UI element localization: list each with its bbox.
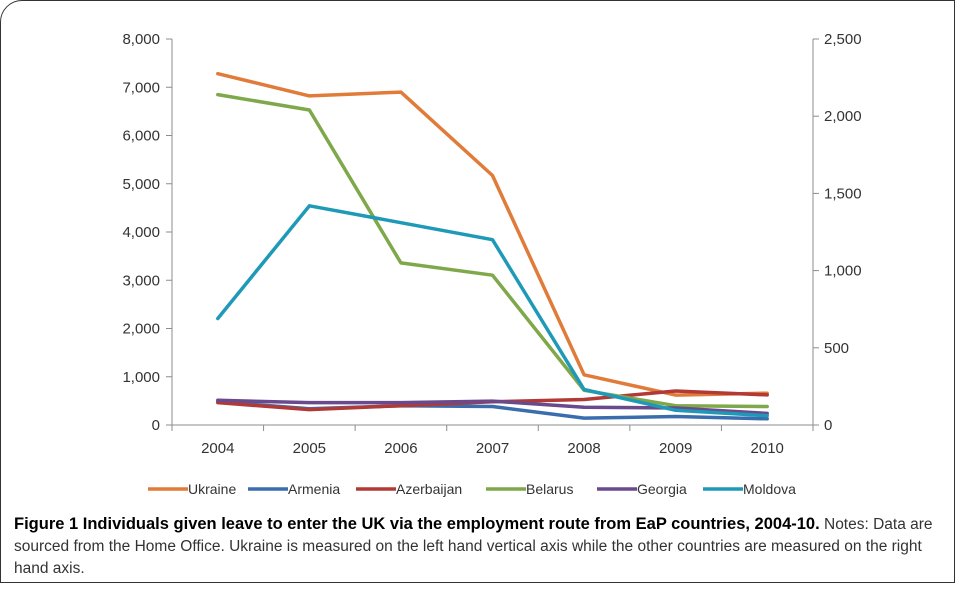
legend-label-ukraine: Ukraine	[188, 481, 236, 497]
x-tick-label: 2004	[201, 440, 234, 457]
legend-label-georgia: Georgia	[637, 481, 687, 497]
chart-series	[216, 71, 769, 421]
legend-label-armenia: Armenia	[288, 481, 340, 497]
left-tick-label: 1,000	[122, 369, 160, 386]
right-tick-label: 1,500	[824, 185, 862, 202]
x-tick-label: 2008	[567, 440, 600, 457]
caption-notes: Notes: Data are sourced from the Home Of…	[14, 516, 933, 577]
caption-title: Figure 1 Individuals given leave to ente…	[14, 515, 820, 533]
right-tick-label: 1,000	[824, 263, 862, 280]
series-line-ukraine	[216, 71, 769, 397]
legend-label-belarus: Belarus	[526, 481, 573, 497]
left-tick-label: 6,000	[122, 128, 160, 145]
left-tick-label: 2,000	[122, 321, 160, 338]
legend-label-azerbaijan: Azerbaijan	[396, 481, 462, 497]
left-tick-label: 7,000	[122, 79, 160, 96]
chart-legend: Ukraine Armenia Azerbaijan Belarus Georgia Mo…	[148, 481, 796, 497]
line-chart: 0 1,000 2,000 3,000 4,000 5,000 6,000 7,000 8,00…	[122, 31, 861, 497]
left-tick-label: 4,000	[122, 224, 160, 241]
right-tick-label: 2,500	[824, 31, 862, 48]
left-tick-label: 3,000	[122, 272, 160, 289]
figure-caption: Figure 1 Individuals given leave to ente…	[14, 513, 949, 580]
left-tick-label: 0	[152, 417, 160, 434]
x-tick-label: 2007	[476, 440, 509, 457]
series-line-georgia	[216, 398, 769, 416]
x-tick-label: 2005	[293, 440, 326, 457]
series-line-moldova	[216, 204, 769, 418]
left-tick-label: 8,000	[122, 31, 160, 48]
chart-axes: 0 1,000 2,000 3,000 4,000 5,000 6,000 7,000 8,00…	[122, 31, 861, 457]
right-tick-label: 2,000	[824, 108, 862, 125]
x-tick-label: 2006	[384, 440, 417, 457]
series-line-belarus	[216, 92, 769, 409]
x-tick-label: 2010	[751, 440, 784, 457]
right-tick-label: 0	[824, 417, 832, 434]
right-tick-label: 500	[824, 340, 849, 357]
left-tick-label: 5,000	[122, 176, 160, 193]
legend-label-moldova: Moldova	[743, 481, 796, 497]
x-tick-label: 2009	[659, 440, 692, 457]
